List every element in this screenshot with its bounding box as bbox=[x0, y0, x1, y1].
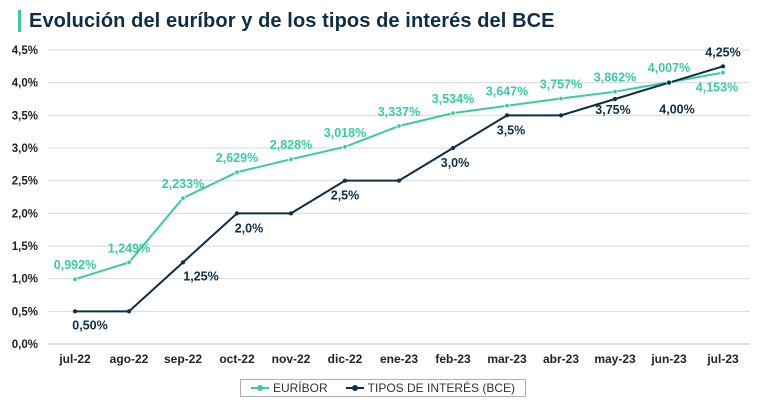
legend-item-bce: TIPOS DE INTERÉS (BCE) bbox=[345, 381, 516, 395]
x-tick-label: jul-23 bbox=[706, 352, 739, 366]
data-point-euribor bbox=[612, 88, 618, 95]
data-point-bce bbox=[450, 145, 456, 151]
data-label-bce: 3,75% bbox=[595, 103, 630, 117]
data-label-euribor: 4,007% bbox=[648, 61, 690, 75]
x-tick-label: ago-22 bbox=[110, 352, 149, 366]
data-point-euribor bbox=[504, 103, 510, 109]
data-label-euribor: 3,647% bbox=[486, 85, 528, 99]
data-label-bce: 2,0% bbox=[235, 221, 264, 235]
data-label-euribor: 1,249% bbox=[108, 241, 150, 255]
data-point-bce bbox=[666, 80, 672, 85]
data-point-euribor bbox=[288, 156, 294, 162]
data-point-bce bbox=[612, 96, 618, 102]
y-tick-label: 0,0% bbox=[12, 339, 38, 351]
y-tick-label: 3,5% bbox=[12, 110, 38, 122]
data-point-euribor bbox=[396, 123, 402, 129]
data-point-euribor bbox=[234, 169, 240, 175]
x-tick-label: jun-23 bbox=[650, 352, 687, 366]
legend-item-euribor: EURÍBOR bbox=[250, 381, 328, 395]
data-point-euribor bbox=[450, 110, 456, 116]
x-tick-label: may-23 bbox=[594, 352, 636, 366]
data-label-euribor: 3,862% bbox=[594, 71, 636, 85]
data-point-bce bbox=[342, 178, 348, 183]
data-label-euribor: 2,629% bbox=[216, 151, 258, 165]
data-label-euribor: 0,992% bbox=[54, 258, 96, 272]
y-tick-label: 1,5% bbox=[12, 241, 38, 253]
y-tick-label: 4,0% bbox=[12, 78, 38, 90]
data-point-euribor bbox=[720, 69, 726, 76]
data-point-bce bbox=[72, 309, 78, 314]
x-tick-label: mar-23 bbox=[487, 352, 527, 366]
data-point-bce bbox=[126, 309, 132, 314]
data-label-euribor: 2,233% bbox=[162, 177, 204, 191]
data-label-euribor: 3,534% bbox=[432, 92, 474, 106]
data-point-bce bbox=[180, 260, 186, 265]
data-point-bce bbox=[288, 211, 294, 216]
data-label-bce: 1,25% bbox=[183, 269, 218, 283]
data-label-euribor: 3,337% bbox=[378, 105, 420, 119]
chart-title: Evolución del euríbor y de los tipos de … bbox=[29, 9, 555, 32]
legend: EURÍBOR TIPOS DE INTERÉS (BCE) bbox=[240, 379, 526, 397]
x-tick-label: dic-22 bbox=[328, 352, 363, 366]
x-tick-label: ene-23 bbox=[380, 352, 418, 366]
data-label-euribor: 2,828% bbox=[270, 138, 312, 152]
data-point-bce bbox=[396, 178, 402, 183]
x-tick-label: sep-22 bbox=[164, 352, 202, 366]
data-label-bce: 3,5% bbox=[497, 123, 526, 137]
chart-title-wrap: Evolución del euríbor y de los tipos de … bbox=[18, 8, 555, 34]
y-tick-label: 3,0% bbox=[12, 143, 38, 155]
y-tick-label: 4,5% bbox=[12, 45, 38, 57]
legend-swatch-bce bbox=[345, 385, 364, 391]
data-label-bce: 4,25% bbox=[705, 45, 740, 59]
legend-label-euribor: EURÍBOR bbox=[272, 381, 328, 395]
title-accent-bar bbox=[18, 10, 21, 32]
x-tick-label: nov-22 bbox=[272, 352, 311, 366]
data-point-bce bbox=[234, 211, 240, 216]
legend-label-bce: TIPOS DE INTERÉS (BCE) bbox=[367, 381, 516, 395]
y-tick-label: 2,0% bbox=[12, 208, 38, 220]
y-tick-label: 0,5% bbox=[12, 306, 38, 318]
data-label-euribor: 3,018% bbox=[324, 126, 366, 140]
data-point-bce bbox=[504, 113, 510, 118]
data-label-euribor: 4,153% bbox=[696, 81, 738, 95]
data-label-bce: 4,00% bbox=[659, 103, 694, 117]
data-point-euribor bbox=[126, 259, 132, 266]
y-tick-label: 1,0% bbox=[12, 274, 38, 286]
data-label-bce: 2,5% bbox=[331, 189, 360, 203]
x-tick-label: abr-23 bbox=[543, 352, 579, 366]
data-point-euribor bbox=[558, 95, 564, 102]
data-label-bce: 0,50% bbox=[72, 318, 107, 332]
data-point-bce bbox=[558, 113, 564, 118]
y-tick-label: 2,5% bbox=[12, 176, 38, 188]
data-point-euribor bbox=[180, 195, 186, 201]
x-tick-label: jul-22 bbox=[58, 352, 91, 366]
data-label-euribor: 3,757% bbox=[540, 78, 582, 92]
x-tick-label: feb-23 bbox=[435, 352, 471, 366]
x-tick-label: oct-22 bbox=[219, 352, 255, 366]
legend-swatch-euribor bbox=[250, 385, 269, 391]
data-point-bce bbox=[720, 64, 726, 69]
data-point-euribor bbox=[342, 144, 348, 150]
data-label-bce: 3,0% bbox=[441, 156, 470, 170]
data-point-euribor bbox=[72, 276, 78, 282]
